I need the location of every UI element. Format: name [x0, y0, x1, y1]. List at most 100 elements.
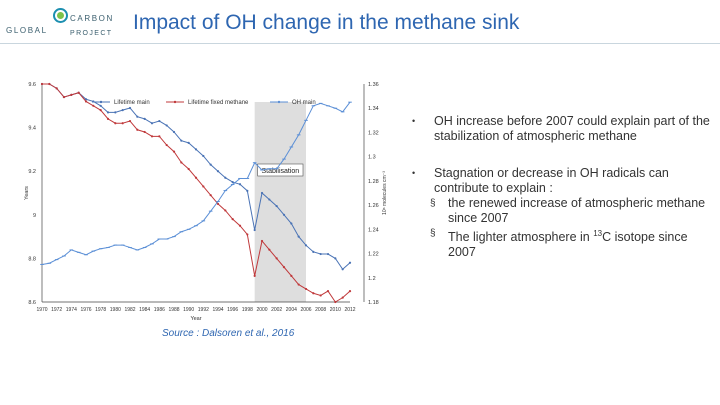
y-tick-label-left: 9.4: [28, 126, 36, 132]
series-0-point: [158, 119, 161, 123]
series-0-point: [231, 181, 234, 184]
series-0-point: [180, 139, 183, 142]
legend-label: Lifetime main: [114, 100, 150, 106]
series-1-point: [238, 224, 242, 227]
x-axis-label: Year: [190, 316, 201, 322]
series-0-point: [290, 222, 293, 225]
series-0-point: [275, 204, 278, 208]
series-1-point: [136, 128, 139, 131]
series-1-point: [304, 287, 308, 291]
bullet-item: • Stagnation or decrease in OH radicals …: [412, 166, 712, 196]
series-1-point: [92, 104, 95, 107]
legend-marker-1: [173, 100, 177, 104]
x-tick-label: 2012: [344, 307, 355, 313]
x-tick-label: 1996: [227, 307, 238, 313]
series-1-point: [312, 292, 315, 295]
bullet-text: OH increase before 2007 could explain pa…: [434, 114, 710, 143]
series-0-point: [143, 117, 146, 120]
y-tick-label-right: 1.2: [368, 276, 376, 282]
sub-bullet-text-after: C isotope since 2007: [448, 230, 688, 260]
x-tick-label: 1994: [212, 307, 223, 313]
series-0-point: [209, 163, 212, 166]
series-1-point: [77, 91, 80, 94]
series-1-point: [209, 194, 212, 197]
series-0-point: [334, 257, 337, 260]
series-1-point: [290, 274, 293, 277]
series-0-point: [84, 98, 88, 101]
y-tick-label-left: 9.6: [28, 82, 36, 88]
page-title: Impact of OH change in the methane sink: [133, 11, 520, 34]
y-tick-label-left: 9.2: [28, 169, 36, 175]
sub-bullet-item: § The lighter atmosphere in 13C isotope …: [412, 226, 712, 260]
source-citation: Source : Dalsoren et al., 2016: [162, 328, 295, 339]
x-tick-label: 2006: [300, 307, 311, 313]
series-1-point: [84, 100, 88, 103]
series-0-point: [260, 191, 264, 195]
isotope-superscript: 13: [593, 229, 603, 238]
x-tick-label: 1984: [139, 307, 150, 313]
series-1-point: [121, 122, 124, 125]
logo-text-global: GLOBAL: [6, 26, 48, 35]
series-0-point: [238, 183, 242, 186]
x-tick-label: 2010: [330, 307, 341, 313]
series-0-point: [348, 261, 352, 264]
series-0-point: [282, 213, 286, 216]
y-tick-label-right: 1.18: [368, 300, 379, 306]
x-tick-label: 1998: [242, 307, 253, 313]
series-0-point: [297, 235, 300, 238]
series-1-point: [282, 266, 286, 269]
y-tick-label-left: 8.8: [28, 256, 36, 262]
series-0-point: [121, 109, 124, 112]
series-0-point: [187, 141, 190, 144]
series-1-point: [268, 248, 271, 251]
bullet-marker: •: [412, 168, 416, 178]
series-1-point: [128, 119, 132, 123]
y-tick-label-right: 1.36: [368, 82, 379, 88]
legend-label: OH main: [292, 100, 316, 106]
y-tick-label-right: 1.32: [368, 130, 379, 136]
series-0-point: [99, 104, 102, 107]
series-1-point: [40, 82, 44, 86]
series-0-point: [136, 115, 139, 118]
sub-bullet-item: § the renewed increase of atmospheric me…: [412, 196, 712, 226]
series-1-point: [231, 218, 234, 221]
series-1-point: [48, 82, 51, 86]
series-1-point: [143, 130, 146, 134]
legend-marker-0: [99, 100, 103, 104]
bullet-marker: •: [412, 116, 416, 126]
x-tick-label: 1992: [198, 307, 209, 313]
series-0-point: [114, 111, 117, 114]
series-1-point: [187, 167, 190, 171]
series-0-point: [224, 176, 227, 179]
bullet-list: • OH increase before 2007 could explain …: [412, 114, 712, 260]
series-0-point: [341, 268, 344, 271]
series-1-point: [341, 296, 344, 299]
x-tick-label: 2002: [271, 307, 282, 313]
series-1-point: [348, 290, 352, 293]
x-tick-label: 1978: [95, 307, 106, 313]
y-tick-label-right: 1.26: [368, 203, 379, 209]
y-tick-label-right: 1.24: [368, 227, 379, 233]
series-1-point: [165, 143, 168, 147]
series-0-point: [128, 106, 132, 110]
bullet-item: • OH increase before 2007 could explain …: [412, 114, 712, 144]
series-1-point: [319, 294, 322, 297]
sub-bullet-text-before: The lighter atmosphere in: [448, 230, 594, 245]
series-1-point: [99, 109, 102, 112]
series-0-point: [253, 228, 256, 232]
series-0-point: [202, 154, 205, 158]
globe-icon: [53, 8, 68, 23]
square-bullet-icon: §: [430, 228, 436, 239]
x-tick-label: 1990: [183, 307, 194, 313]
series-0-point: [172, 130, 176, 134]
x-tick-label: 1986: [154, 307, 165, 313]
series-1-point: [106, 117, 110, 120]
legend-label: Lifetime fixed methane: [188, 100, 249, 106]
series-1-point: [224, 209, 227, 212]
stabilisation-region: [254, 102, 306, 302]
x-tick-label: 1974: [66, 307, 77, 313]
series-1-point: [70, 93, 73, 96]
series-0-point: [268, 198, 271, 201]
series-1-point: [150, 135, 154, 138]
series-0-point: [106, 111, 110, 114]
